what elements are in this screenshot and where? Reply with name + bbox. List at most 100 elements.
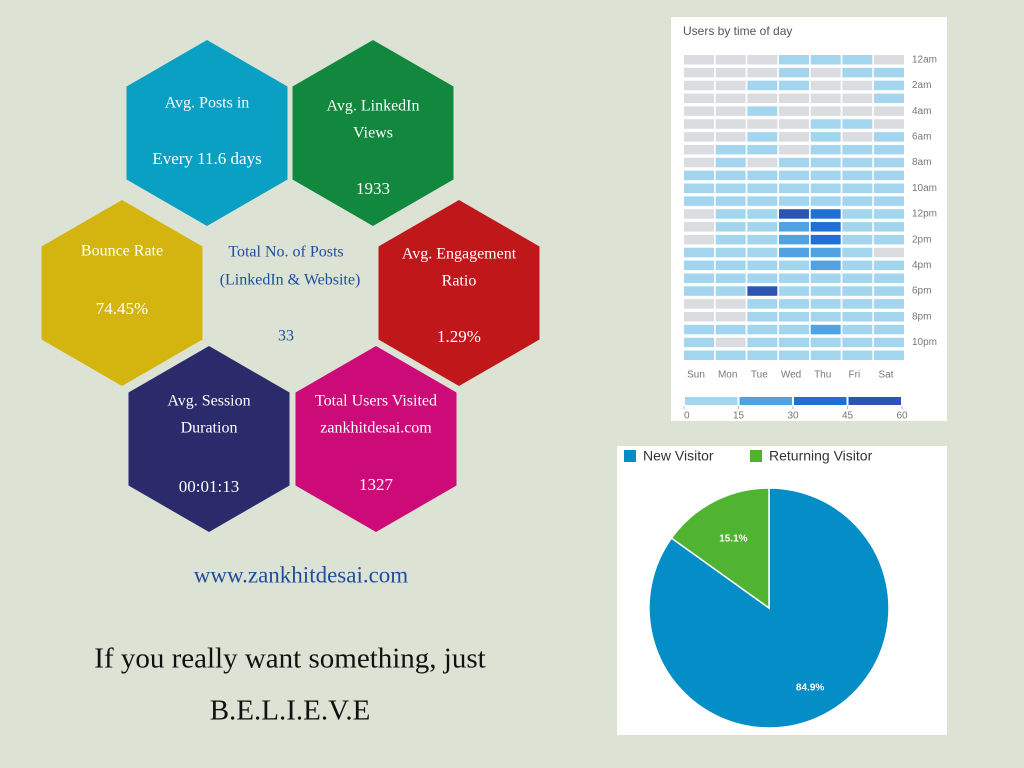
hexagon-label: Ratio: [442, 273, 477, 290]
heatmap-cell: [874, 80, 905, 91]
heatmap-cell: [747, 119, 778, 129]
hexagon-label: Bounce Rate: [81, 243, 163, 260]
heatmap-cell: [874, 324, 905, 335]
hexagon-label: Duration: [181, 420, 238, 437]
heatmap-cell: [810, 286, 841, 296]
heatmap-cell: [715, 299, 746, 309]
heatmap-cell: [715, 144, 746, 155]
heatmap-cell: [874, 350, 905, 361]
colorbar-label: 15: [733, 411, 745, 422]
heatmap-cell: [747, 196, 778, 206]
heatmap-cell: [874, 67, 905, 78]
heatmap-cell: [810, 132, 841, 142]
hexagon-label: Avg. Posts in: [165, 95, 250, 112]
heatmap-cell: [810, 299, 841, 309]
heatmap-cell: [715, 157, 746, 168]
heatmap-cell: [684, 312, 714, 322]
hexagon: [292, 40, 454, 226]
heatmap-cell: [842, 170, 873, 181]
heatmap-cell: [874, 132, 905, 142]
heatmap-cell: [684, 209, 714, 219]
center-value: 33: [278, 328, 294, 345]
heatmap-cell: [842, 337, 873, 348]
heatmap-cell: [842, 234, 873, 245]
heatmap-cell: [747, 222, 778, 232]
heatmap-cell: [715, 273, 746, 283]
heatmap: 12am 2am 4am 6am 8am 10am 12pm 2pm 4pm 6pm 8pm 10pm…: [683, 54, 937, 422]
heatmap-cell: [874, 260, 905, 271]
heatmap-cell: [779, 132, 810, 142]
heatmap-cell: [747, 234, 778, 245]
heatmap-cell: [747, 67, 778, 78]
heatmap-cell: [747, 286, 778, 296]
heatmap-cell: [684, 183, 714, 193]
heatmap-cell: [842, 247, 873, 258]
heatmap-cell: [684, 157, 714, 168]
hour-label: 4am: [912, 106, 931, 117]
heatmap-cell: [810, 273, 841, 283]
heatmap-cell: [842, 144, 873, 155]
heatmap-cell: [810, 260, 841, 271]
heatmap-cell: [779, 67, 810, 78]
heatmap-panel: [671, 17, 947, 421]
heatmap-cell: [715, 350, 746, 361]
heatmap-cell: [747, 157, 778, 168]
colorbar-label: 30: [787, 411, 799, 422]
heatmap-cell: [747, 80, 778, 91]
heatmap-cell: [684, 350, 714, 361]
hexagon-value: 1327: [359, 475, 394, 494]
heatmap-cell: [715, 337, 746, 348]
heatmap-cell: [684, 67, 714, 78]
colorbar-segment: [848, 397, 901, 405]
heatmap-cell: [842, 350, 873, 361]
heatmap-cell: [715, 80, 746, 91]
heatmap-cell: [874, 222, 905, 232]
hexagon-label: Avg. LinkedIn: [326, 98, 419, 115]
heatmap-cell: [747, 337, 778, 348]
heatmap-cell: [779, 93, 810, 104]
legend-label: New Visitor: [643, 448, 714, 464]
heatmap-cell: [842, 222, 873, 232]
heatmap-title: Users by time of day: [683, 24, 792, 38]
heatmap-cell: [810, 144, 841, 155]
hexagon-label: Views: [353, 125, 393, 142]
heatmap-cell: [684, 286, 714, 296]
heatmap-cell: [874, 312, 905, 322]
heatmap-cell: [810, 222, 841, 232]
heatmap-cell: [747, 324, 778, 335]
colorbar-label: 45: [842, 411, 854, 422]
hour-label: 4pm: [912, 260, 931, 271]
legend-swatch: [750, 450, 762, 462]
heatmap-cell: [842, 312, 873, 322]
heatmap-cell: [842, 299, 873, 309]
hour-label: 8am: [912, 157, 931, 168]
heatmap-cell: [715, 170, 746, 181]
heatmap-cell: [684, 144, 714, 155]
heatmap-cell: [779, 55, 810, 65]
day-label: Tue: [751, 370, 768, 381]
hexagon-value: Every 11.6 days: [152, 149, 261, 168]
heatmap-cell: [874, 273, 905, 283]
heatmap-cell: [842, 273, 873, 283]
heatmap-cell: [842, 324, 873, 335]
colorbar-label: 0: [684, 411, 690, 422]
heatmap-cell: [715, 260, 746, 271]
heatmap-cell: [779, 196, 810, 206]
heatmap-cell: [747, 273, 778, 283]
heatmap-cell: [874, 170, 905, 181]
heatmap-cell: [684, 170, 714, 181]
heatmap-cell: [874, 55, 905, 65]
heatmap-cell: [684, 93, 714, 104]
hour-label: 12am: [912, 54, 937, 65]
heatmap-cell: [715, 55, 746, 65]
heatmap-cell: [747, 260, 778, 271]
heatmap-cell: [715, 67, 746, 78]
heatmap-cell: [779, 222, 810, 232]
heatmap-cell: [715, 222, 746, 232]
quote-line: If you really want something, just: [94, 643, 485, 675]
heatmap-cell: [747, 299, 778, 309]
heatmap-cell: [874, 247, 905, 258]
hexagon: [126, 40, 288, 226]
heatmap-cell: [810, 93, 841, 104]
